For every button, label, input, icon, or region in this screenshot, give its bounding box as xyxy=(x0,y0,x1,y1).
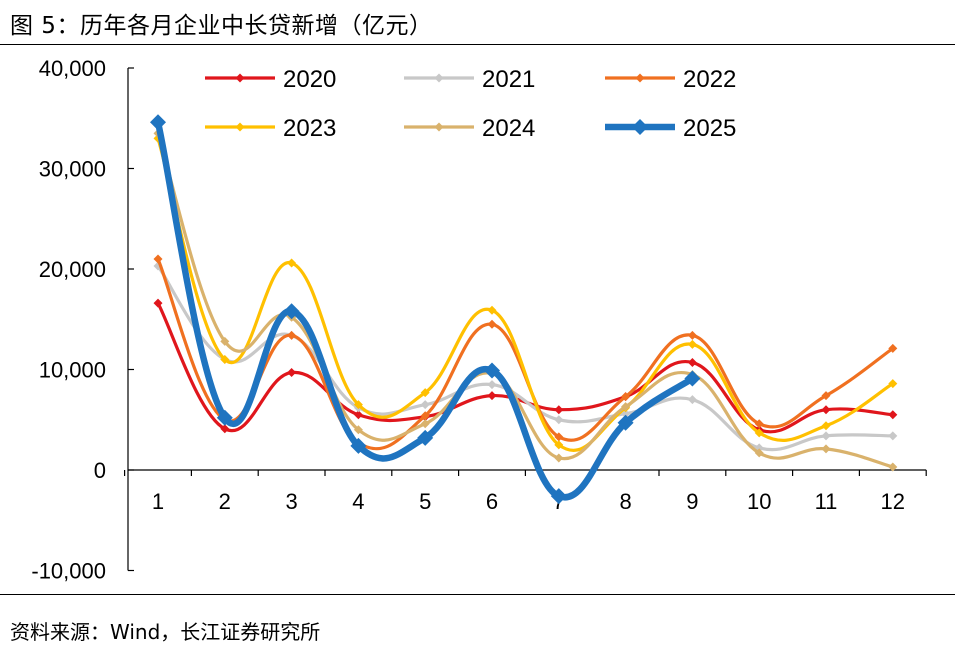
data-point-2022 xyxy=(621,392,631,402)
series-2025 xyxy=(150,114,701,505)
data-point-2025 xyxy=(150,114,166,131)
data-point-2021 xyxy=(554,415,564,425)
legend-item-2025: 2025 xyxy=(605,115,736,142)
data-point-2023 xyxy=(287,258,297,268)
x-tick-label: 1 xyxy=(152,489,164,514)
data-point-2023 xyxy=(888,379,898,389)
data-point-2022 xyxy=(821,391,831,401)
legend-item-2021: 2021 xyxy=(404,66,535,93)
data-point-2021 xyxy=(687,395,697,405)
legend-item-2022: 2022 xyxy=(605,66,736,93)
chart-legend: 2020 2021 2022 2023 2024 2025 xyxy=(205,66,736,142)
legend-label-2022: 2022 xyxy=(683,66,736,93)
data-point-2022 xyxy=(754,419,764,429)
legend-label-2024: 2024 xyxy=(482,115,535,142)
data-point-2024 xyxy=(821,444,831,454)
legend-marker-2023 xyxy=(235,122,245,132)
bottom-rule xyxy=(0,594,955,595)
x-tick-label: 2 xyxy=(219,489,231,514)
data-point-2023 xyxy=(420,388,430,398)
legend-marker-2020 xyxy=(235,73,245,83)
data-point-2023 xyxy=(220,354,230,364)
data-point-2025 xyxy=(350,437,367,454)
data-point-2020 xyxy=(220,424,230,434)
data-point-2020 xyxy=(687,357,697,367)
x-tick-label: 5 xyxy=(419,489,431,514)
data-point-2023 xyxy=(754,428,764,438)
legend-marker-2025 xyxy=(632,119,648,135)
legend-item-2020: 2020 xyxy=(205,66,336,93)
source-note: 资料来源：Wind，长江证券研究所 xyxy=(10,620,321,644)
legend-label-2020: 2020 xyxy=(283,66,336,93)
top-rule xyxy=(0,44,955,45)
legend-label-2023: 2023 xyxy=(283,115,336,142)
data-point-2025 xyxy=(550,488,567,505)
legend-item-2023: 2023 xyxy=(205,115,336,142)
data-point-2025 xyxy=(283,303,300,320)
legend-marker-2024 xyxy=(434,122,444,132)
legend-marker-2022 xyxy=(635,73,645,83)
y-tick-label: 0 xyxy=(94,458,106,483)
x-tick-label: 9 xyxy=(686,489,698,514)
data-point-2023 xyxy=(487,305,497,315)
data-point-2020 xyxy=(153,298,163,308)
data-point-2021 xyxy=(888,431,898,441)
data-point-2025 xyxy=(684,370,701,387)
data-point-2022 xyxy=(487,319,497,329)
data-point-2020 xyxy=(888,410,898,420)
x-tick-label: 8 xyxy=(619,489,631,514)
y-tick-label: 40,000 xyxy=(39,56,106,81)
data-point-2021 xyxy=(821,431,831,441)
legend-item-2024: 2024 xyxy=(404,115,535,142)
data-point-2020 xyxy=(287,368,297,378)
legend-label-2021: 2021 xyxy=(482,66,535,93)
data-point-2023 xyxy=(554,440,564,450)
line-chart: -10,000010,00020,00030,00040,00012345678… xyxy=(31,56,927,584)
x-tick-label: 11 xyxy=(815,489,838,514)
legend-label-2025: 2025 xyxy=(683,115,736,142)
x-tick-label: 12 xyxy=(881,489,905,514)
figure-title: 图 5：历年各月企业中长贷新增（亿元） xyxy=(10,13,433,39)
x-tick-label: 3 xyxy=(285,489,297,514)
chart-axes: -10,000010,00020,00030,00040,00012345678… xyxy=(31,56,927,584)
data-point-2022 xyxy=(687,330,697,340)
y-tick-label: 10,000 xyxy=(39,358,106,383)
series-layer xyxy=(150,114,898,505)
x-tick-label: 4 xyxy=(352,489,364,514)
data-point-2022 xyxy=(153,254,163,264)
y-tick-label: -10,000 xyxy=(31,559,106,584)
data-point-2022 xyxy=(888,343,898,353)
data-point-2020 xyxy=(554,405,564,415)
data-point-2024 xyxy=(621,402,631,412)
legend-marker-2021 xyxy=(434,73,444,83)
data-point-2025 xyxy=(617,414,634,431)
data-point-2024 xyxy=(888,462,898,472)
data-point-2025 xyxy=(417,429,434,446)
data-point-2022 xyxy=(287,330,297,340)
data-point-2025 xyxy=(216,409,233,426)
data-point-2023 xyxy=(821,421,831,431)
data-point-2022 xyxy=(554,432,564,442)
series-2023 xyxy=(153,133,898,452)
series-line-2024 xyxy=(156,131,895,469)
y-tick-label: 20,000 xyxy=(39,257,106,282)
data-point-2024 xyxy=(420,419,430,429)
data-point-2021 xyxy=(420,400,430,410)
data-point-2023 xyxy=(687,339,697,349)
data-point-2024 xyxy=(554,453,564,463)
data-point-2022 xyxy=(420,411,430,421)
data-point-2025 xyxy=(484,362,500,379)
y-tick-label: 30,000 xyxy=(39,157,106,182)
data-point-2024 xyxy=(754,448,764,458)
data-point-2021 xyxy=(487,380,497,390)
data-point-2024 xyxy=(220,336,230,346)
data-point-2023 xyxy=(353,400,363,410)
x-tick-label: 10 xyxy=(747,489,771,514)
data-point-2020 xyxy=(821,405,831,415)
x-tick-label: 6 xyxy=(486,489,498,514)
data-point-2024 xyxy=(353,425,363,435)
data-point-2020 xyxy=(487,391,497,401)
data-point-2020 xyxy=(353,410,363,420)
